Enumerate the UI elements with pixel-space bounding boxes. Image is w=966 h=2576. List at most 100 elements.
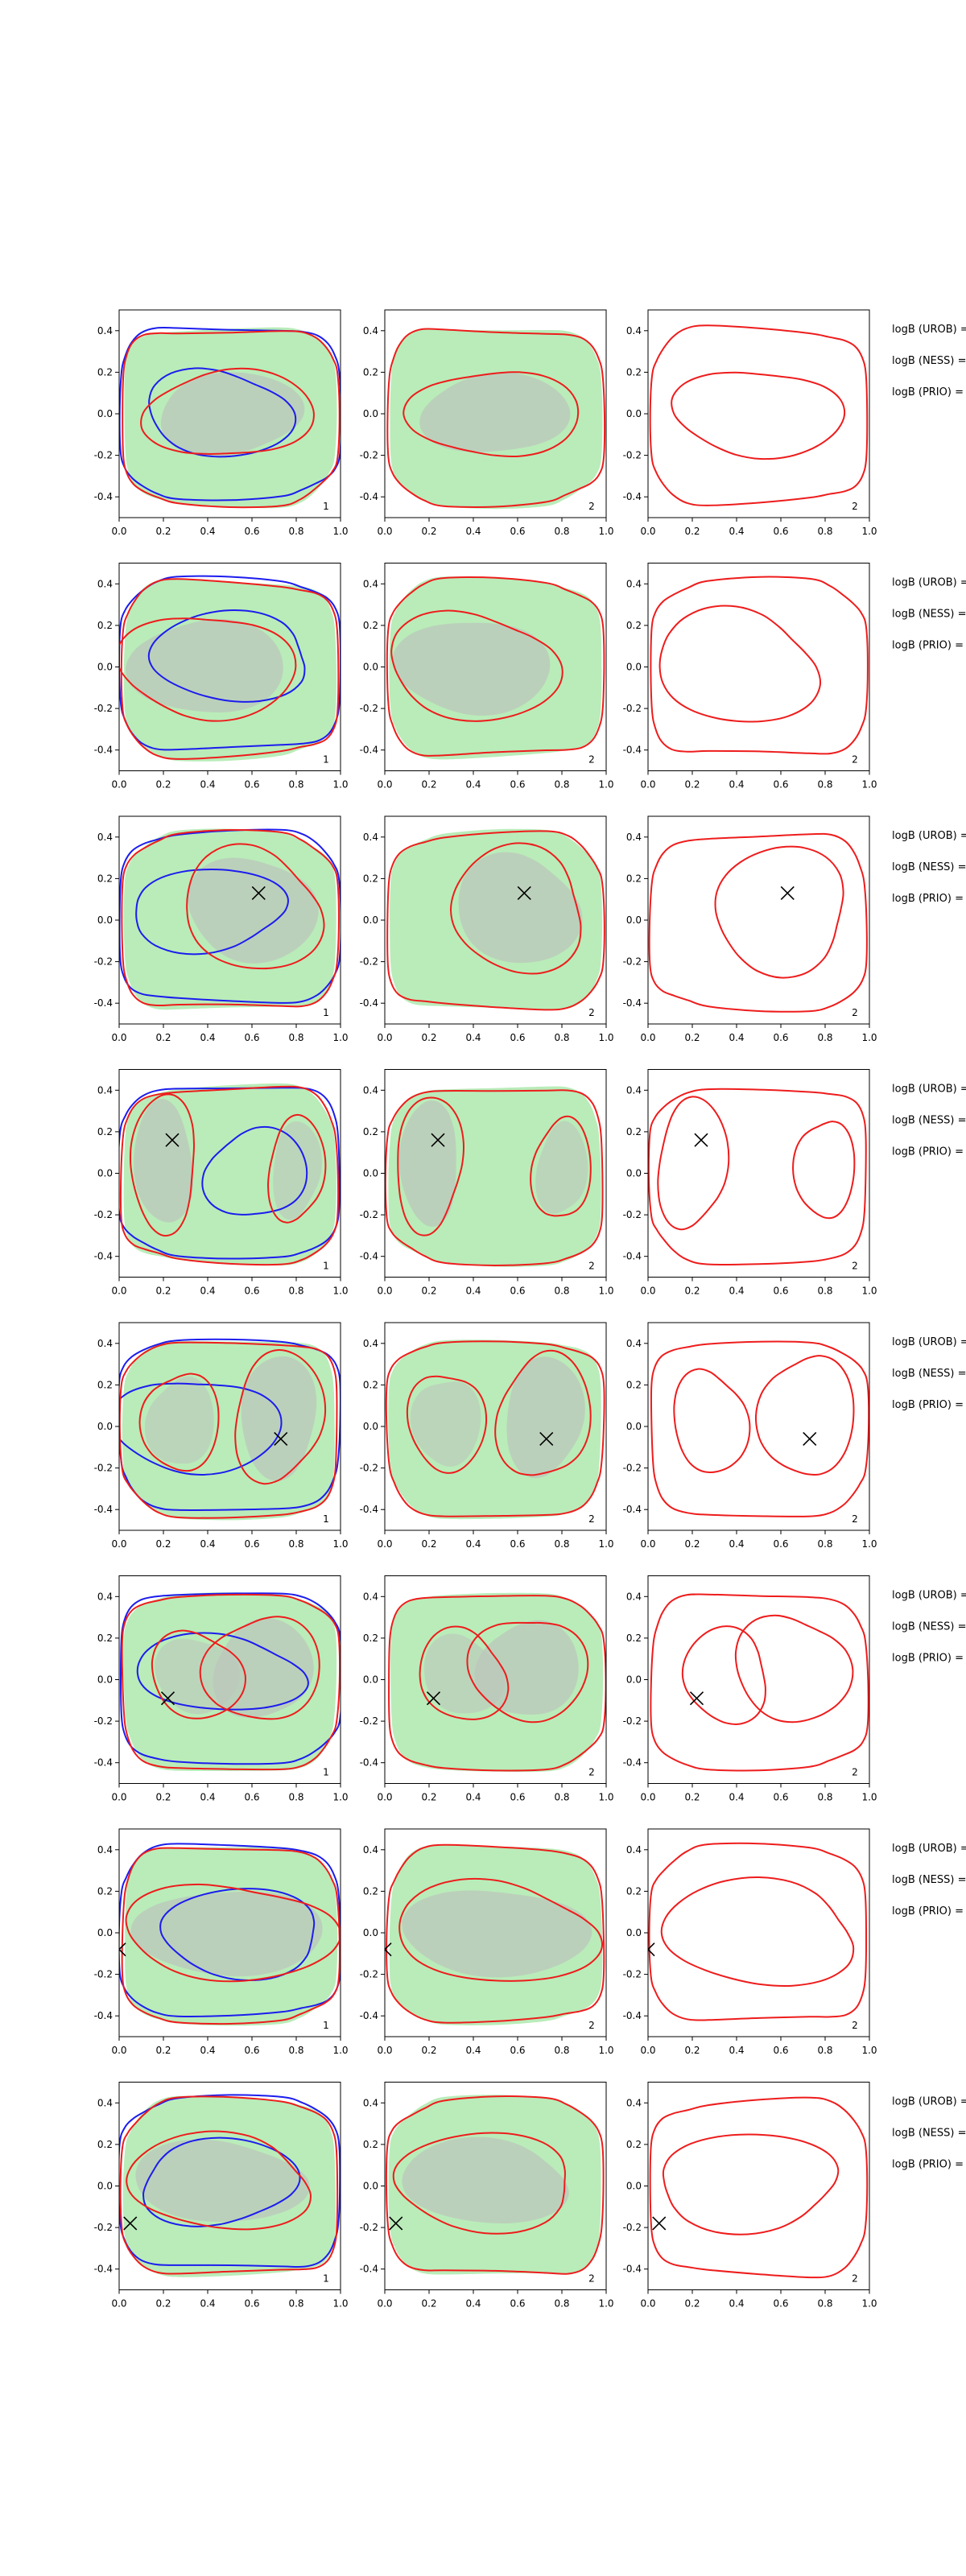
x-tick-label: 0.8 [288,1286,303,1297]
logB-label: logB (UROB) = [892,577,966,589]
x-tick-label: 0.6 [244,2298,259,2310]
y-tick-label: -0.2 [94,703,113,714]
x-tick-label: 0.2 [684,779,700,791]
y-tick-label: -0.2 [360,1715,378,1727]
y-tick-label: 0.2 [363,2139,378,2150]
x-tick-label: 0.4 [200,1032,215,1043]
x-tick-label: 0.2 [155,2298,171,2310]
y-tick-label: -0.2 [94,1463,113,1474]
y-tick-label: 0.0 [97,1927,113,1938]
y-tick-label: 0.4 [97,832,113,843]
x-tick-label: 0.8 [288,1792,303,1803]
prior-region [273,1121,322,1220]
y-tick-label: 0.2 [97,1633,113,1644]
x-tick-label: 0.0 [377,2298,392,2310]
figure-row: 0.0 0.2 0.4 0.6 0.8 1.0-0.4-0.20.00.20.410.0 0… [94,309,966,537]
prior-region [213,1617,314,1719]
true-value-marker [648,1942,655,1957]
panel-plot-area [385,2095,605,2275]
x-tick-label: 0.4 [465,1792,481,1803]
red-outer-contour [121,1847,341,2025]
panel-plot-area [119,1083,341,1266]
x-tick-label: 0.2 [421,1538,436,1550]
x-tick-label: 1.0 [332,2298,348,2310]
x-tick-label: 0.0 [111,2045,126,2056]
x-tick-label: 0.6 [510,1286,525,1297]
logB-label: logB (UROB) = [892,1336,966,1348]
y-tick-label: 0.4 [363,2097,378,2108]
y-tick-label: -0.2 [623,1463,642,1474]
y-tick-label: 0.4 [363,1338,378,1349]
x-tick-label: 0.0 [640,2045,655,2056]
y-tick-label: 0.2 [363,620,378,631]
panel-plot-area [386,576,605,760]
panel-number-label: 2 [588,1767,595,1778]
y-tick-label: 0.0 [363,1421,378,1432]
contour-panel: 0.0 0.2 0.4 0.6 0.8 1.0 -0.4 -0.2 0.0 0.2 0.4 2 [360,815,614,1043]
red-outer-contour [119,1341,338,1519]
x-tick-label: 0.8 [554,1032,569,1043]
y-tick-label: -0.2 [360,1463,378,1474]
y-tick-label: 0.4 [363,578,378,589]
red-inner-contour [266,1113,327,1224]
true-value-marker [123,2216,138,2231]
x-tick-label: 0.8 [288,2298,303,2310]
y-tick-label: 0.2 [363,366,378,378]
y-tick-label: 0.0 [97,1674,113,1686]
red-inner-contour [125,1883,341,1983]
x-tick-label: 0.2 [684,2298,700,2310]
x-tick-label: 0.8 [817,1032,832,1043]
blue-outer-contour [119,2094,341,2268]
x-tick-label: 0.8 [554,1792,569,1803]
x-tick-label: 0.4 [465,2045,481,2056]
x-tick-label: 0.2 [684,2045,700,2056]
x-tick-label: 1.0 [332,779,348,791]
y-tick-label: 0.0 [97,1168,113,1179]
y-tick-label: 0.2 [97,873,113,884]
panel-number-label: 1 [323,501,329,512]
x-tick-label: 0.6 [244,1792,259,1803]
y-tick-label: -0.4 [623,1251,642,1262]
red-outer-contour [386,576,605,758]
y-tick-label: 0.4 [626,2097,642,2108]
y-tick-label: 0.0 [97,408,113,419]
y-tick-label: -0.4 [623,1757,642,1769]
x-tick-label: 0.2 [421,2298,436,2310]
x-tick-label: 1.0 [598,1792,613,1803]
x-tick-label: 0.4 [200,526,215,537]
x-tick-label: 0.8 [288,2045,303,2056]
x-tick-label: 0.6 [773,2298,788,2310]
x-tick-label: 0.0 [111,1032,126,1043]
red-inner-contour [402,371,580,458]
panel-plot-area [649,2096,869,2279]
y-tick-label: -0.4 [360,1504,378,1515]
y-tick-label: 0.0 [626,914,642,926]
y-tick-label: 0.0 [97,2181,113,2192]
x-tick-label: 0.0 [640,779,655,791]
panel-number-label: 2 [588,1261,595,1272]
panel-number-label: 2 [588,1513,595,1525]
y-tick-label: 0.2 [626,366,642,378]
y-tick-label: 0.2 [363,1379,378,1390]
logB-label: logB (UROB) = [892,1590,966,1602]
y-tick-label: 0.2 [97,366,113,378]
panel-plot-area [648,832,868,1013]
contour-panel: 0.0 0.2 0.4 0.6 0.8 1.0 -0.4 -0.2 0.0 0.2 0.4 2 [623,2082,877,2310]
y-tick-label: 0.4 [97,1844,113,1856]
red-inner-contour [151,1629,246,1719]
logB-label: logB (PRIO) = [892,2159,964,2171]
blue-outer-contour [119,1592,341,1765]
figure-row: 0.0 0.2 0.4 0.6 0.8 1.0-0.4-0.20.00.20.410.0 0… [94,1069,966,1297]
figure-row: 0.0 0.2 0.4 0.6 0.8 1.0-0.4-0.20.00.20.410.0 0… [94,563,966,791]
x-tick-label: 0.8 [817,2045,832,2056]
y-tick-label: 0.2 [97,1885,113,1897]
blue-inner-contour [136,1632,309,1711]
y-tick-label: -0.2 [94,1209,113,1220]
prior-region [130,1891,323,1977]
red-outer-contour [121,1593,341,1771]
blue-outer-contour [119,326,341,502]
red-outer-contour [120,578,340,760]
y-tick-label: -0.4 [94,1757,113,1769]
panel-plot-area [119,1843,341,2026]
x-tick-label: 0.6 [510,1538,525,1550]
